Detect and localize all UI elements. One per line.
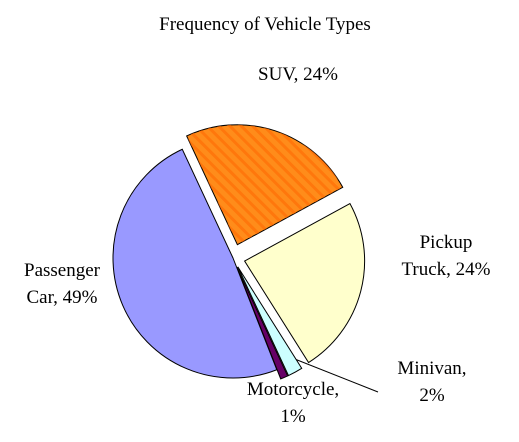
pie-slice — [112, 148, 278, 379]
data-label: Minivan, 2% — [397, 358, 466, 406]
data-label: Pickup Truck, 24% — [401, 232, 490, 280]
data-label: SUV, 24% — [258, 64, 338, 85]
pie-slice — [243, 202, 366, 364]
data-label: Passenger Car, 49% — [24, 260, 101, 308]
data-label: Motorcycle, 1% — [247, 379, 339, 427]
pie-slice — [236, 266, 289, 380]
chart-title: Frequency of Vehicle Types — [159, 14, 371, 35]
pie-slice — [237, 266, 303, 377]
slice-pattern — [186, 124, 343, 245]
